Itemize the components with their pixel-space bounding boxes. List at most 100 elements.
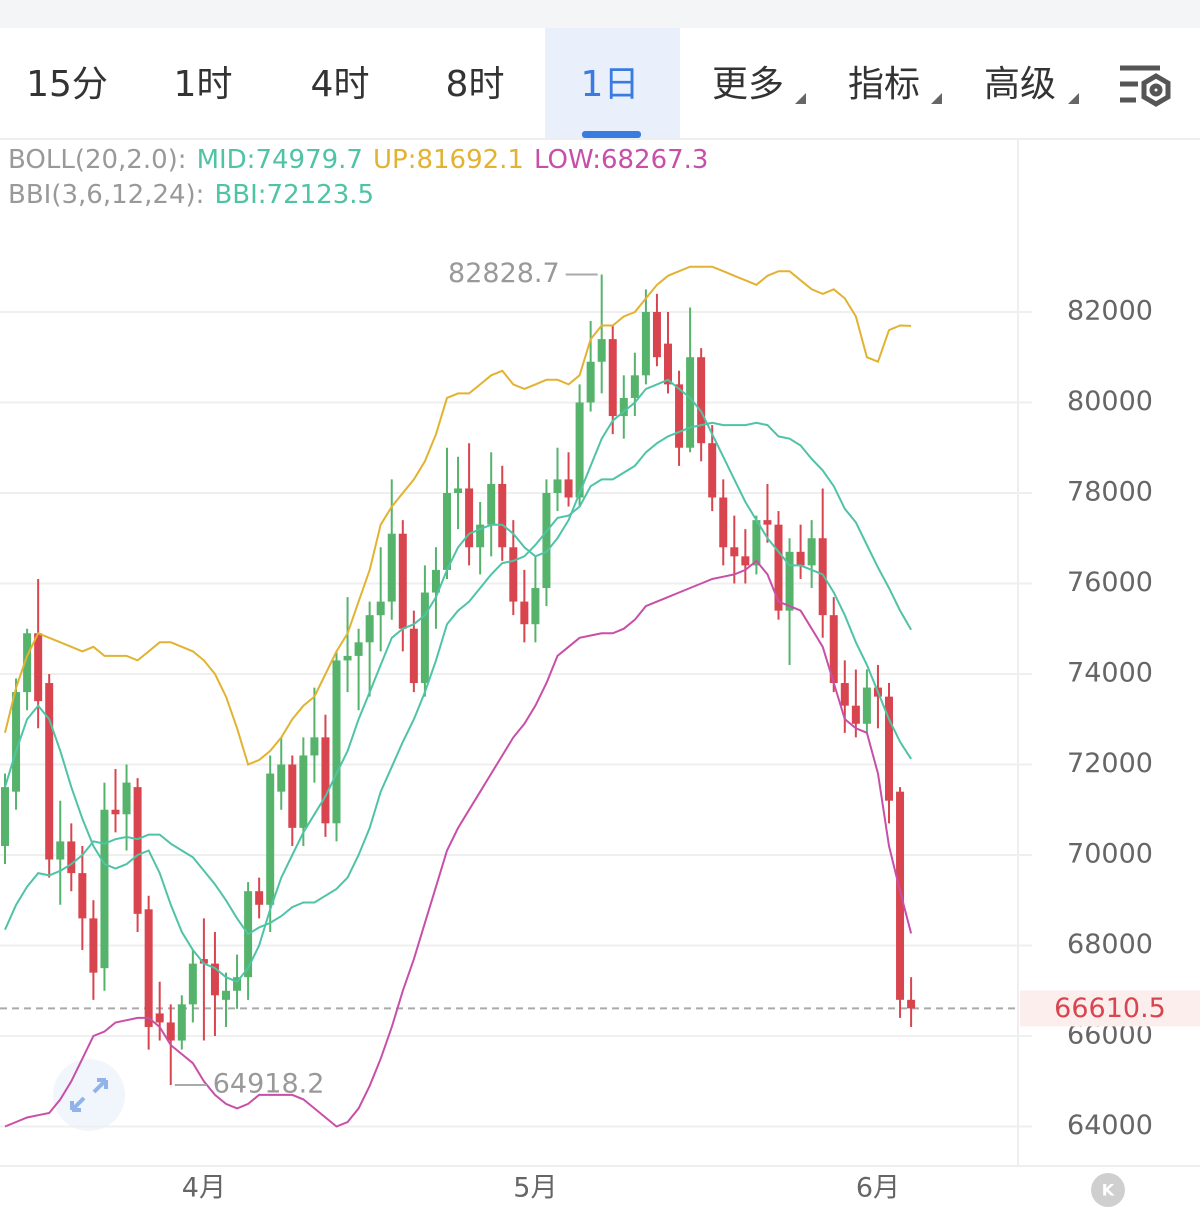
candle-body bbox=[266, 773, 275, 905]
candle-body bbox=[697, 357, 706, 444]
indicator-line bbox=[4, 265, 912, 766]
indicator-line bbox=[4, 421, 912, 936]
candle-body bbox=[122, 782, 131, 815]
candle-body bbox=[177, 1004, 186, 1041]
candle-body bbox=[299, 755, 308, 828]
candle-body bbox=[343, 655, 352, 661]
candle-body bbox=[1, 787, 9, 846]
candle-body bbox=[641, 311, 650, 376]
indicator-legend: BOLL(20,2.0): MID:74979.7 UP:81692.1 LOW:68… bbox=[8, 145, 708, 175]
y-tick-label: 80000 bbox=[1067, 386, 1153, 417]
expand-button[interactable] bbox=[53, 1059, 125, 1131]
last-price-box bbox=[1020, 990, 1200, 1027]
tab[interactable]: 8时 bbox=[446, 64, 505, 105]
x-tick-label: 4月 bbox=[182, 1173, 226, 1204]
candle-body bbox=[34, 633, 43, 702]
settings-icon[interactable] bbox=[1120, 65, 1171, 107]
y-tick-label: 82000 bbox=[1067, 295, 1153, 326]
annotation: 82828.7 bbox=[448, 258, 560, 289]
candle-body bbox=[454, 488, 463, 493]
tab[interactable]: 高级 bbox=[984, 64, 1056, 105]
indicator-value: 72123.5 bbox=[267, 180, 375, 210]
tab[interactable]: 15分 bbox=[26, 64, 108, 105]
candle-body bbox=[807, 538, 816, 566]
tab[interactable]: 指标 bbox=[848, 64, 920, 105]
candle-body bbox=[796, 551, 805, 566]
candle-body bbox=[365, 615, 374, 643]
candle-body bbox=[818, 538, 827, 616]
candle-body bbox=[531, 588, 540, 625]
candle-body bbox=[277, 764, 286, 792]
candle-body bbox=[664, 343, 672, 385]
candle-body bbox=[476, 524, 485, 548]
candle-body bbox=[188, 963, 197, 1005]
candle-body bbox=[597, 339, 606, 362]
dropdown-arrow bbox=[1068, 93, 1079, 104]
y-tick-label: 72000 bbox=[1067, 748, 1153, 779]
indicator-value: 81692.1 bbox=[416, 145, 524, 175]
status-strip bbox=[0, 0, 1200, 28]
indicator-line bbox=[4, 378, 912, 983]
candle-body bbox=[376, 601, 385, 616]
candle-body bbox=[443, 492, 451, 570]
y-tick-label: 76000 bbox=[1067, 567, 1153, 598]
candle-body bbox=[144, 909, 153, 1027]
svg-text:K: K bbox=[1102, 1181, 1115, 1200]
candle-body bbox=[575, 402, 584, 498]
candle-body bbox=[78, 873, 87, 919]
candle-body bbox=[210, 963, 219, 996]
candle-body bbox=[23, 633, 32, 693]
indicator-name: UP: bbox=[373, 145, 416, 175]
tab[interactable]: 1时 bbox=[174, 64, 233, 105]
candle-body bbox=[752, 520, 761, 566]
y-tick-label: 68000 bbox=[1067, 929, 1153, 960]
candle-body bbox=[111, 809, 120, 815]
candle-body bbox=[630, 375, 639, 398]
candle-body bbox=[222, 990, 230, 1000]
y-tick-label: 78000 bbox=[1067, 476, 1153, 507]
dropdown-arrow bbox=[931, 93, 942, 104]
indicator-legend: BBI(3,6,12,24): BBI:72123.5 bbox=[8, 180, 374, 210]
indicator-name: LOW: bbox=[534, 145, 601, 175]
candle-body bbox=[520, 601, 529, 625]
candle-body bbox=[12, 692, 21, 792]
candle-body bbox=[708, 443, 717, 498]
indicator-value: 74979.7 bbox=[255, 145, 363, 175]
candle-body bbox=[89, 918, 98, 973]
candle-body bbox=[586, 361, 595, 403]
candle-body bbox=[288, 764, 297, 828]
candle-body bbox=[420, 592, 429, 684]
active-tab-bg bbox=[545, 28, 680, 138]
candle-body bbox=[564, 479, 573, 498]
candle-body bbox=[719, 497, 728, 548]
candle-body bbox=[619, 397, 628, 417]
candle-body bbox=[829, 615, 838, 684]
tab[interactable]: 1日 bbox=[581, 64, 640, 105]
candle-body bbox=[785, 551, 794, 611]
indicator-label: BBI(3,6,12,24): bbox=[8, 180, 204, 210]
tab[interactable]: 更多 bbox=[712, 64, 784, 105]
candle-body bbox=[885, 696, 893, 801]
candle-body bbox=[398, 533, 407, 629]
indicator-label: BOLL(20,2.0): bbox=[8, 145, 187, 175]
k-button[interactable]: K bbox=[1091, 1173, 1125, 1207]
x-tick-label: 6月 bbox=[856, 1173, 900, 1204]
annotation: 64918.2 bbox=[213, 1068, 325, 1099]
dropdown-arrow bbox=[795, 93, 806, 104]
y-tick-label: 74000 bbox=[1067, 657, 1153, 688]
indicator-value: 68267.3 bbox=[601, 145, 709, 175]
candle-body bbox=[233, 977, 242, 991]
candle-body bbox=[774, 524, 783, 611]
candle-body bbox=[45, 683, 54, 860]
candle-body bbox=[56, 841, 65, 860]
tab[interactable]: 4时 bbox=[311, 64, 370, 105]
y-tick-label: 64000 bbox=[1067, 1110, 1153, 1141]
candle-body bbox=[542, 492, 551, 589]
candle-body bbox=[763, 520, 772, 525]
candle-body bbox=[730, 547, 739, 557]
candle-body bbox=[431, 569, 440, 593]
candle-body bbox=[310, 737, 319, 756]
candle-body bbox=[155, 1013, 164, 1023]
